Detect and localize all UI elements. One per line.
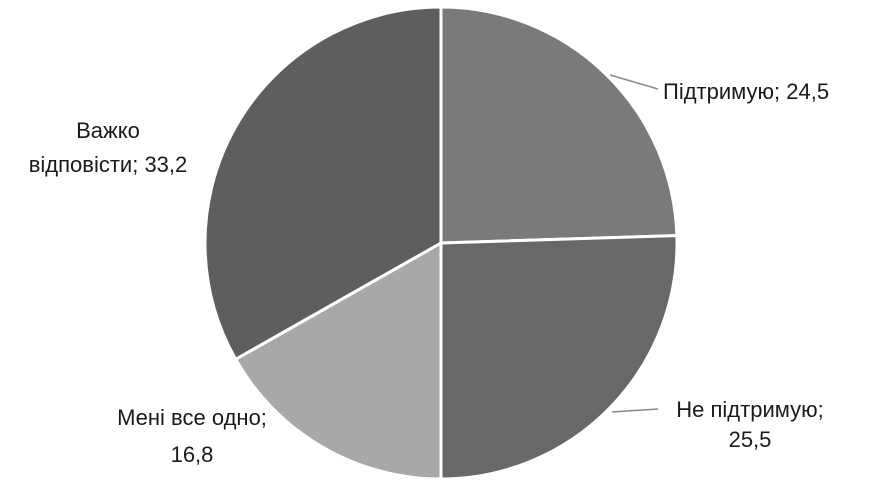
data-label-pidtrymuyu: Підтримую; 24,5 bbox=[663, 79, 829, 104]
pie-slice-pidtrymuyu bbox=[439, 5, 679, 245]
data-label-vazhko-vidpovisty-value: відповісти; 33,2 bbox=[29, 152, 188, 177]
pie-slice-ne-pidtrymuyu bbox=[439, 234, 679, 480]
pie-slices bbox=[203, 5, 679, 480]
data-label-meni-vse-odno: Мені все одно; bbox=[117, 405, 267, 430]
pie-slice-vazhko-vidpovisty bbox=[203, 5, 443, 362]
leader-line-ne-pidtrymuyu bbox=[611, 408, 659, 413]
data-label-meni-vse-odno-value: 16,8 bbox=[171, 442, 214, 467]
leader-line-podtrymuyu bbox=[609, 74, 659, 90]
pie-slice-meni-vse-odno bbox=[233, 240, 443, 480]
data-label-ne-pidtrymuyu-value: 25,5 bbox=[729, 427, 772, 452]
data-label-vazhko-vidpovisty: Важко bbox=[76, 118, 140, 143]
data-label-ne-pidtrymuyu: Не підтримую; bbox=[676, 397, 823, 422]
